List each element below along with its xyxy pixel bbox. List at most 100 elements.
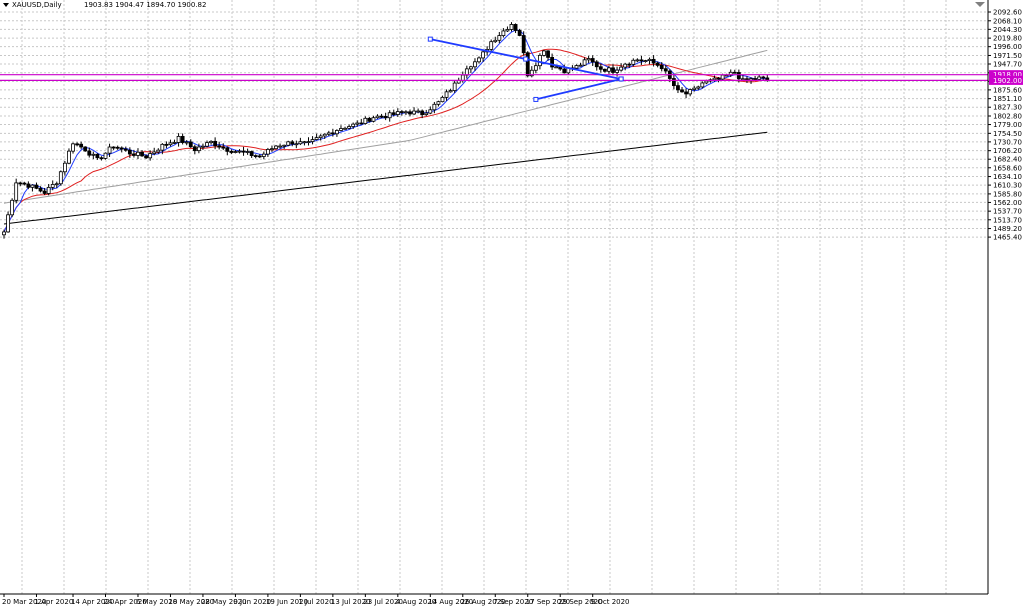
candle-body bbox=[448, 90, 453, 93]
date-axis-label: 20 Mar 2020 bbox=[2, 598, 46, 606]
candle-body bbox=[286, 141, 291, 146]
candle-body bbox=[505, 29, 510, 32]
triangle-anchor-handle[interactable] bbox=[533, 96, 539, 102]
price-axis-label: 1706.20 bbox=[993, 147, 1022, 155]
price-level-tag-label: 1902.00 bbox=[993, 77, 1022, 85]
candle-body bbox=[314, 137, 319, 140]
triangle-anchor-handle[interactable] bbox=[618, 76, 624, 82]
candle-body bbox=[107, 146, 112, 154]
candle-body bbox=[233, 151, 238, 153]
candle-body bbox=[412, 110, 416, 115]
candle-body bbox=[525, 52, 530, 77]
candle-body bbox=[18, 182, 23, 185]
candle-body bbox=[586, 58, 591, 61]
price-axis-label: 2044.30 bbox=[993, 26, 1022, 34]
candle-body bbox=[205, 142, 209, 147]
price-axis-label: 1996.00 bbox=[993, 43, 1022, 51]
candle-body bbox=[318, 135, 323, 139]
candle-body bbox=[602, 68, 607, 72]
chart-symbol-title: XAUUSD,Daily bbox=[12, 1, 62, 9]
triangle-anchor-handle[interactable] bbox=[427, 36, 433, 42]
candle-body bbox=[460, 74, 465, 81]
candle-body bbox=[408, 111, 412, 115]
candle-body bbox=[607, 67, 611, 72]
candle-body bbox=[42, 190, 47, 194]
dropdown-arrow-icon[interactable] bbox=[3, 3, 9, 7]
candle-body bbox=[753, 78, 757, 80]
candle-body bbox=[440, 96, 445, 103]
price-axis-label: 1730.70 bbox=[993, 138, 1022, 146]
date-axis-label: 14 Apr 2020 bbox=[71, 598, 114, 606]
candle-body bbox=[253, 155, 258, 157]
candle-body bbox=[217, 145, 222, 148]
candle-body bbox=[10, 199, 15, 216]
candle-body bbox=[339, 128, 343, 131]
price-axis-label: 1585.80 bbox=[993, 190, 1022, 198]
candle-body bbox=[302, 141, 307, 144]
candle-body bbox=[196, 146, 201, 152]
chart-shift-marker-icon[interactable] bbox=[975, 2, 985, 7]
candle-body bbox=[473, 61, 477, 68]
candle-body bbox=[399, 111, 404, 113]
candle-body bbox=[310, 139, 315, 142]
candle-body bbox=[692, 87, 697, 90]
candle-body bbox=[241, 150, 246, 153]
candle-body bbox=[688, 89, 693, 95]
candle-body bbox=[680, 89, 684, 93]
date-axis-label: 7 Sep 2020 bbox=[493, 598, 533, 606]
price-axis-label: 1779.00 bbox=[993, 121, 1022, 129]
candle-body bbox=[355, 122, 360, 125]
candle-body bbox=[306, 141, 311, 143]
candle-body bbox=[274, 145, 278, 150]
date-axis-label: 1 Jul 2020 bbox=[298, 598, 333, 606]
candle-body bbox=[103, 152, 108, 159]
candle-body bbox=[501, 30, 506, 36]
candle-body bbox=[79, 143, 84, 148]
candle-body bbox=[582, 59, 587, 66]
candle-body bbox=[111, 146, 116, 149]
candle-body bbox=[416, 110, 421, 113]
candle-body bbox=[249, 151, 254, 156]
candle-body bbox=[335, 130, 339, 135]
candle-body bbox=[347, 126, 352, 129]
candle-body bbox=[736, 72, 741, 80]
candle-body bbox=[741, 78, 745, 81]
candle-body bbox=[140, 151, 144, 157]
candle-body bbox=[611, 67, 615, 73]
candle-body bbox=[95, 153, 100, 159]
candle-body bbox=[371, 117, 376, 122]
candle-body bbox=[22, 182, 27, 185]
triangle-mid-handle[interactable] bbox=[523, 56, 529, 62]
candle-body bbox=[387, 112, 392, 119]
candle-body bbox=[290, 141, 295, 145]
candle-body bbox=[562, 68, 567, 74]
candle-body bbox=[343, 127, 347, 130]
candle-body bbox=[716, 77, 721, 80]
date-axis-label: 24 Apr 2020 bbox=[104, 598, 147, 606]
candle-body bbox=[493, 39, 498, 43]
candle-body bbox=[639, 59, 644, 62]
triangle-lower-line[interactable] bbox=[535, 78, 622, 101]
candle-body bbox=[330, 132, 335, 135]
candle-body bbox=[578, 64, 583, 67]
candle-body bbox=[598, 66, 603, 70]
candle-body bbox=[172, 142, 177, 144]
candle-body bbox=[513, 24, 518, 31]
price-axis-label: 1489.20 bbox=[993, 225, 1022, 233]
candle-body bbox=[481, 51, 485, 59]
date-axis-label: 28 May 2020 bbox=[201, 598, 247, 606]
candle-body bbox=[623, 63, 628, 68]
candle-body bbox=[363, 117, 368, 124]
candle-body bbox=[83, 146, 88, 152]
candle-body bbox=[119, 147, 124, 150]
candle-body bbox=[367, 117, 372, 122]
candle-body bbox=[160, 143, 165, 151]
price-axis-label: 1851.10 bbox=[993, 95, 1022, 103]
date-axis-label: 29 Sep 2020 bbox=[558, 598, 602, 606]
price-axis-label: 1513.70 bbox=[993, 216, 1022, 224]
candle-body bbox=[395, 111, 400, 115]
candle-body bbox=[554, 66, 559, 69]
candle-body bbox=[672, 78, 676, 87]
candle-body bbox=[375, 115, 380, 119]
